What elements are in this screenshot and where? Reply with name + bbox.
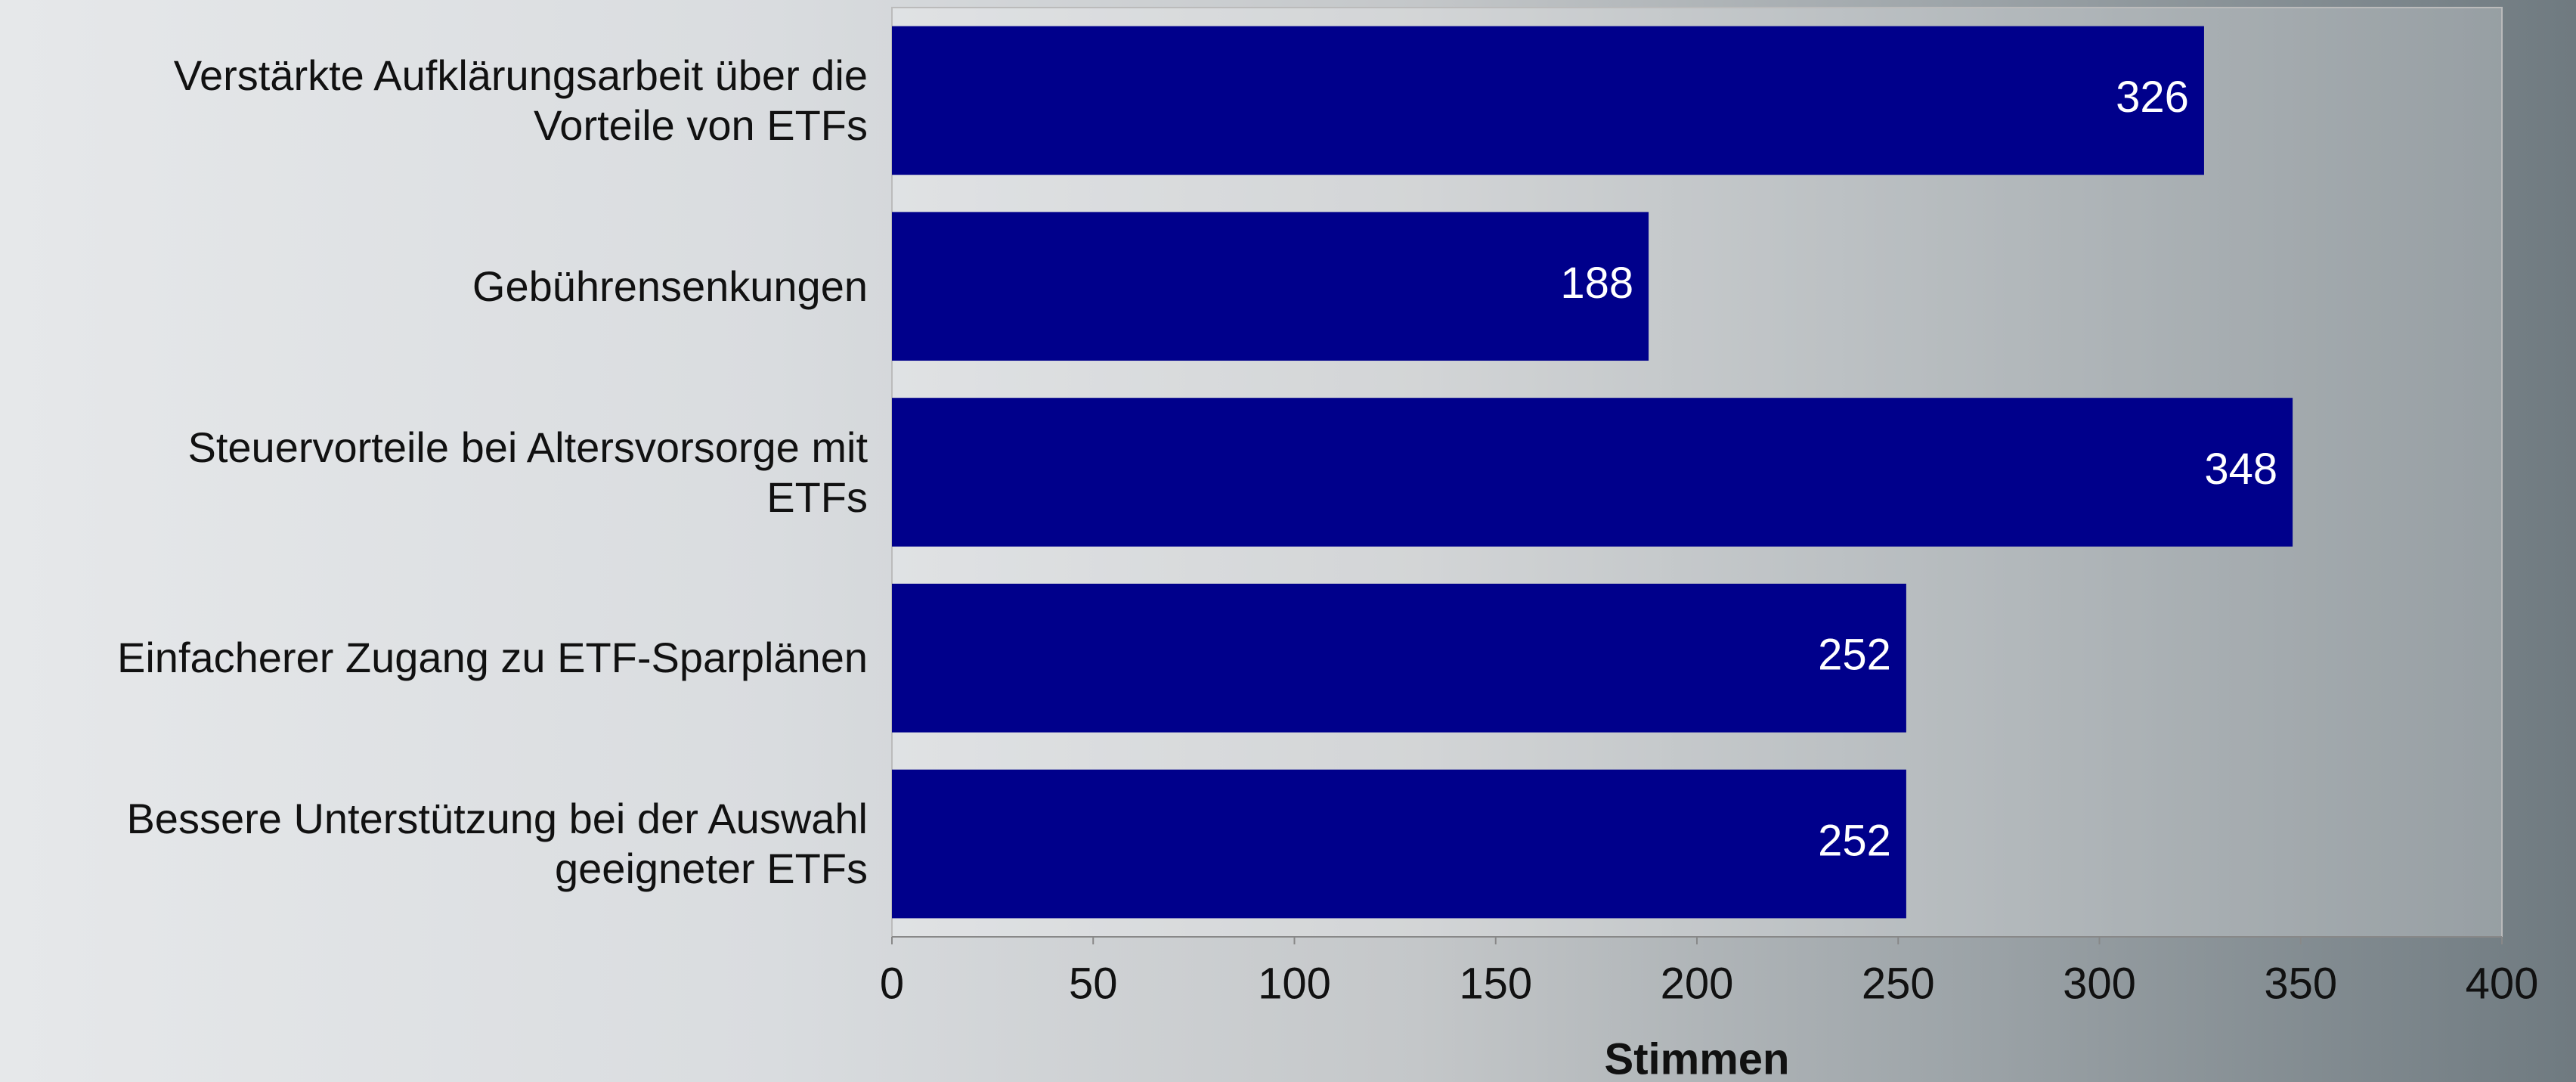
- y-tick-label: Bessere Unterstützung bei der Auswahl ge…: [126, 795, 868, 893]
- bar: [892, 769, 1906, 919]
- value-label: 348: [2204, 445, 2277, 494]
- bar: [892, 398, 2293, 547]
- value-label: 252: [1818, 631, 1891, 680]
- x-tick-label: 250: [1862, 959, 1935, 1008]
- value-label: 252: [1818, 816, 1891, 865]
- x-axis-title: Stimmen: [1605, 1034, 1790, 1082]
- bar: [892, 212, 1649, 361]
- x-tick-label: 50: [1069, 959, 1118, 1008]
- x-tick-label: 0: [880, 959, 904, 1008]
- x-tick-label: 400: [2466, 959, 2539, 1008]
- x-tick-label: 100: [1258, 959, 1331, 1008]
- value-label: 326: [2116, 73, 2189, 122]
- bar: [892, 26, 2204, 175]
- y-tick-label: Einfacherer Zugang zu ETF-Sparplänen: [117, 634, 868, 682]
- y-tick-label: Verstärkte Aufklärungsarbeit über die Vo…: [173, 51, 868, 149]
- y-tick-label: Steuervorteile bei Altersvorsorge mit ET…: [187, 423, 868, 521]
- x-tick-label: 300: [2063, 959, 2136, 1008]
- bar: [892, 583, 1906, 733]
- x-tick-label: 150: [1459, 959, 1532, 1008]
- y-tick-label: Gebührensenkungen: [472, 262, 868, 310]
- x-tick-label: 200: [1661, 959, 1734, 1008]
- value-label: 188: [1560, 259, 1633, 308]
- x-tick-label: 350: [2264, 959, 2337, 1008]
